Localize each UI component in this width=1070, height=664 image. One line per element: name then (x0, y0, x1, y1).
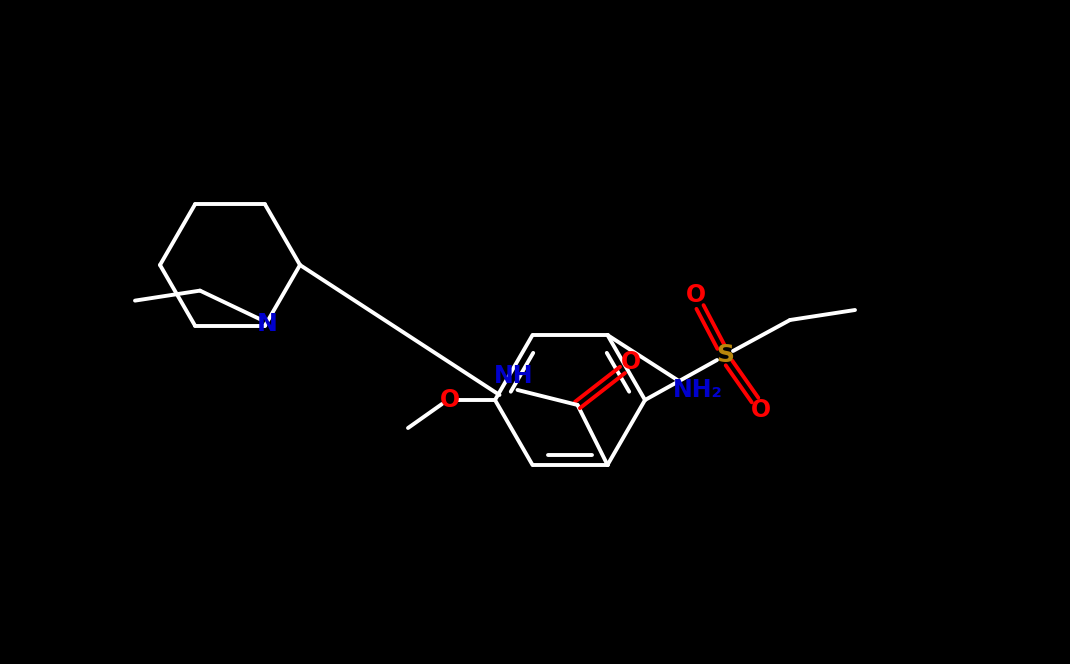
Text: S: S (716, 343, 734, 367)
Text: O: O (440, 388, 460, 412)
Text: NH₂: NH₂ (673, 378, 722, 402)
Text: NH: NH (493, 364, 533, 388)
Text: O: O (686, 283, 706, 307)
Text: N: N (257, 311, 277, 335)
Text: O: O (621, 350, 641, 374)
Text: O: O (751, 398, 771, 422)
